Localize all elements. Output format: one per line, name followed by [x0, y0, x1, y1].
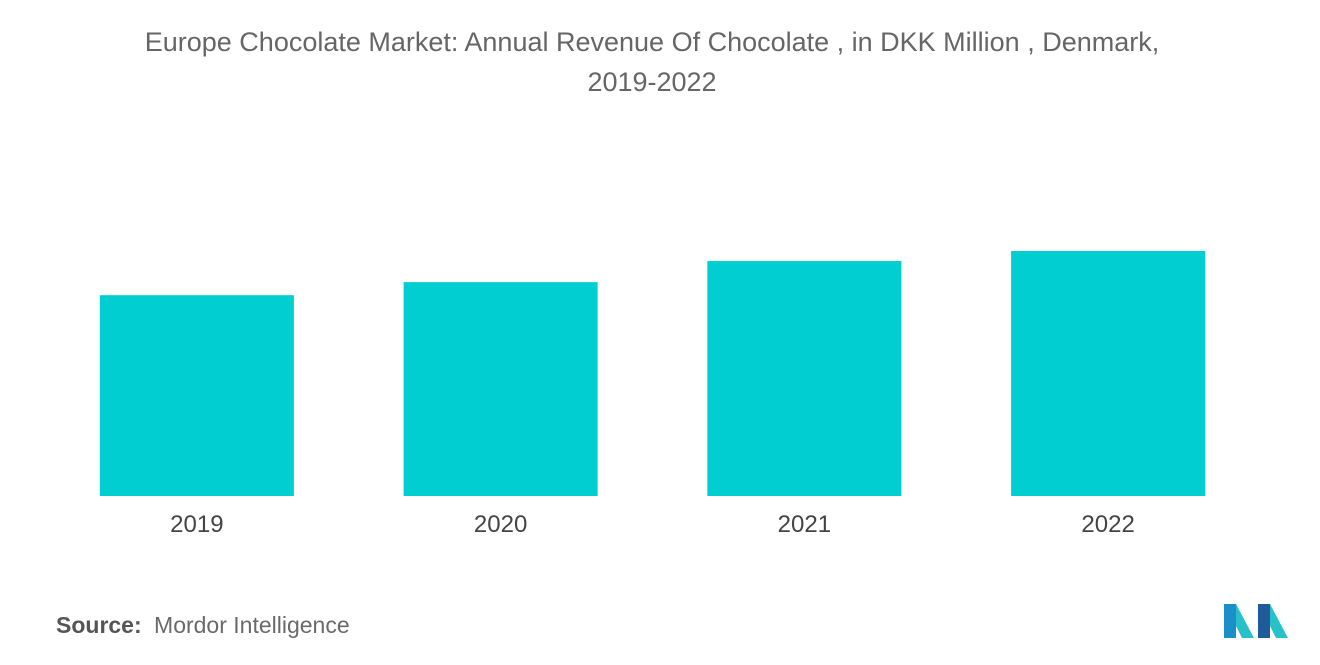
chart-title: Europe Chocolate Market: Annual Revenue … — [30, 22, 1274, 102]
x-tick-label-2021: 2021 — [778, 511, 831, 538]
source-value: Mordor Intelligence — [154, 612, 350, 638]
chart-title-line-2: 2019-2022 — [587, 67, 717, 97]
source-note: Source: Mordor Intelligence — [56, 612, 350, 639]
bar-2022 — [1011, 251, 1206, 496]
chart-title-line-1: Europe Chocolate Market: Annual Revenue … — [144, 27, 1160, 57]
bar-2021 — [707, 261, 902, 496]
x-tick-label-2020: 2020 — [474, 511, 527, 538]
mordor-intelligence-logo-icon — [1224, 604, 1288, 638]
bar-2019 — [99, 295, 294, 496]
x-axis-labels: 2019 2020 2021 2022 — [170, 511, 1135, 538]
source-label: Source: — [56, 612, 142, 638]
bar-chart: 2019 2020 2021 2022 — [99, 251, 1206, 538]
x-tick-label-2019: 2019 — [170, 511, 223, 538]
bar-2020 — [403, 282, 598, 496]
x-tick-label-2022: 2022 — [1081, 511, 1134, 538]
bars-group — [99, 251, 1206, 496]
